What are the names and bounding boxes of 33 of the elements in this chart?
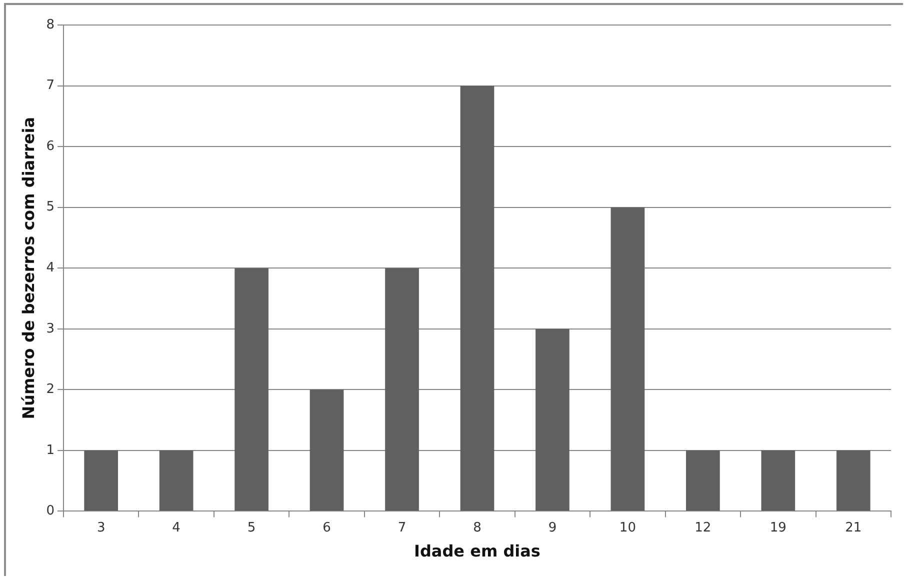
x-tick-label: 10 — [619, 520, 636, 536]
x-tick-label: 8 — [473, 520, 482, 536]
y-tick-label: 1 — [46, 442, 54, 458]
y-tick-label: 7 — [46, 78, 54, 94]
x-tick-label: 4 — [172, 520, 180, 536]
y-tick-label: 2 — [46, 382, 54, 398]
x-tick-label: 12 — [694, 520, 712, 536]
bar — [234, 268, 268, 511]
x-tick-label: 6 — [322, 520, 331, 536]
x-tick-label: 3 — [96, 520, 106, 536]
y-tick-label: 4 — [46, 260, 54, 276]
x-tick-label: 9 — [548, 520, 557, 536]
x-tick-label: 21 — [845, 520, 862, 536]
bar — [385, 268, 419, 511]
y-tick-label: 5 — [46, 200, 54, 215]
y-tick-label: 8 — [46, 17, 54, 32]
x-tick-label: 7 — [398, 520, 406, 536]
bar — [761, 450, 796, 511]
y-tick-label: 6 — [46, 138, 54, 154]
x-tick-label: 5 — [247, 520, 256, 536]
x-tick-label: 19 — [770, 520, 786, 536]
y-tick-label: 3 — [46, 321, 54, 336]
x-axis-title: Idade em dias — [414, 542, 540, 561]
bar — [686, 450, 720, 511]
bar — [536, 328, 570, 511]
y-tick-label: 0 — [46, 504, 54, 519]
y-axis-title: Número de bezerros com diarreia — [18, 116, 38, 420]
bar — [836, 450, 870, 511]
bar — [460, 86, 494, 511]
bar — [310, 390, 344, 511]
bar — [84, 450, 118, 511]
bar — [159, 450, 194, 511]
bar — [610, 207, 645, 511]
